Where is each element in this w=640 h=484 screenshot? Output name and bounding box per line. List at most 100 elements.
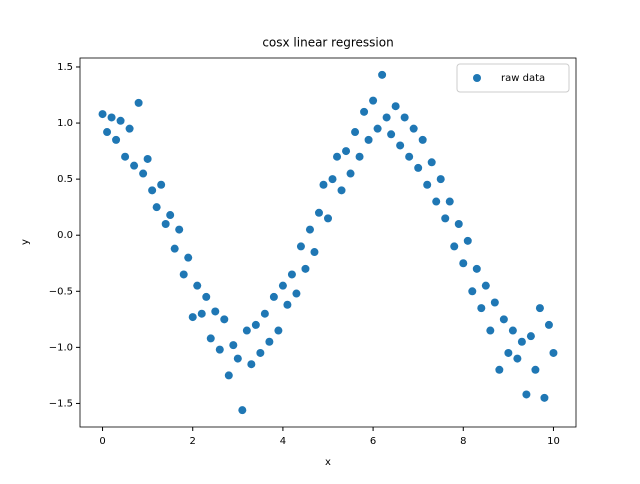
point xyxy=(472,264,481,273)
point xyxy=(314,208,323,217)
point xyxy=(193,281,202,290)
point xyxy=(351,128,360,137)
point xyxy=(211,307,220,316)
point xyxy=(513,354,522,363)
point xyxy=(346,169,355,178)
point xyxy=(242,326,251,335)
point xyxy=(495,365,504,374)
point xyxy=(319,180,328,189)
point xyxy=(310,248,319,257)
point xyxy=(423,180,432,189)
point xyxy=(382,113,391,122)
point xyxy=(116,116,125,125)
point xyxy=(269,292,278,301)
point xyxy=(360,107,369,116)
point xyxy=(391,102,400,111)
point xyxy=(260,309,269,318)
point xyxy=(517,337,526,346)
point xyxy=(355,152,364,161)
point xyxy=(274,326,283,335)
x-tick-label: 6 xyxy=(370,436,376,447)
point xyxy=(400,113,409,122)
point xyxy=(364,135,373,144)
point xyxy=(103,128,112,137)
point xyxy=(508,326,517,335)
point xyxy=(540,393,549,402)
x-axis-label: x xyxy=(325,457,331,468)
point xyxy=(278,281,287,290)
point xyxy=(414,163,423,172)
point xyxy=(175,225,184,234)
point xyxy=(486,326,495,335)
point xyxy=(405,152,414,161)
point xyxy=(337,186,346,195)
point xyxy=(477,304,486,313)
point xyxy=(121,152,130,161)
point xyxy=(328,175,337,184)
point xyxy=(256,348,265,357)
point xyxy=(373,124,382,133)
x-tick-label: 8 xyxy=(460,436,466,447)
point xyxy=(378,70,387,79)
point xyxy=(184,253,193,262)
x-tick-label: 0 xyxy=(99,436,105,447)
legend-label: raw data xyxy=(501,73,545,84)
point xyxy=(522,390,531,399)
point xyxy=(418,135,427,144)
point xyxy=(296,242,305,251)
point xyxy=(125,124,134,133)
point xyxy=(197,309,206,318)
point xyxy=(526,332,535,341)
point xyxy=(301,264,310,273)
y-tick-label: −0.5 xyxy=(49,286,73,297)
point xyxy=(130,161,139,170)
point xyxy=(202,292,211,301)
point xyxy=(265,337,274,346)
point xyxy=(504,348,513,357)
point xyxy=(233,354,242,363)
point xyxy=(292,289,301,298)
point xyxy=(238,406,247,415)
point xyxy=(369,96,378,105)
point xyxy=(409,124,418,133)
point xyxy=(224,371,233,380)
point xyxy=(324,214,332,223)
point xyxy=(206,334,215,343)
point xyxy=(490,298,499,307)
point xyxy=(283,300,292,309)
point xyxy=(459,259,468,268)
y-tick-label: 0.5 xyxy=(57,174,73,185)
point xyxy=(188,313,197,322)
point xyxy=(445,197,454,206)
y-tick-label: 1.5 xyxy=(57,62,73,73)
point xyxy=(134,98,143,107)
x-tick-label: 10 xyxy=(547,436,560,447)
point xyxy=(396,141,405,150)
point xyxy=(549,348,558,357)
point xyxy=(287,270,296,279)
x-tick-label: 2 xyxy=(190,436,196,447)
plot-frame xyxy=(79,57,577,428)
point xyxy=(166,211,175,220)
point xyxy=(107,113,116,122)
point xyxy=(220,315,229,324)
point xyxy=(251,320,260,329)
legend-box xyxy=(456,63,570,93)
point xyxy=(170,244,179,253)
chart-title: cosx linear regression xyxy=(262,36,393,50)
point xyxy=(143,154,152,163)
point xyxy=(98,110,107,119)
point xyxy=(468,287,477,296)
point xyxy=(535,304,544,313)
point xyxy=(305,225,314,234)
point xyxy=(229,341,238,350)
point xyxy=(531,365,540,374)
point xyxy=(152,203,161,212)
point xyxy=(139,169,148,178)
point xyxy=(454,219,463,228)
point xyxy=(161,219,170,228)
point xyxy=(436,175,445,184)
point xyxy=(427,158,436,167)
point xyxy=(342,147,351,156)
